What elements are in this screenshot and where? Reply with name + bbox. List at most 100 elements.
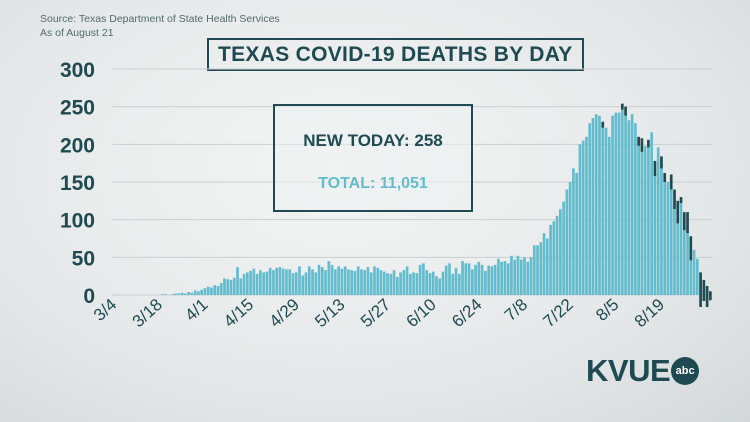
- bar: [451, 273, 455, 295]
- x-tick-label: 7/22: [540, 295, 577, 331]
- bar: [627, 120, 631, 295]
- bar: [598, 115, 601, 295]
- bar: [337, 266, 340, 295]
- bar: [275, 267, 279, 295]
- bar: [464, 263, 468, 295]
- bar: [572, 168, 575, 295]
- bar: [441, 271, 445, 295]
- bar: [650, 132, 654, 295]
- bar: [467, 263, 471, 295]
- bar: [311, 269, 314, 295]
- bar-recent-increment: [637, 136, 640, 146]
- bars: [161, 103, 712, 308]
- bar: [686, 233, 689, 295]
- bar-recent-increment: [709, 291, 712, 301]
- bar: [607, 136, 611, 295]
- x-tick-label: 8/19: [631, 295, 668, 331]
- bar: [412, 272, 415, 295]
- bar: [484, 270, 487, 295]
- x-tick-label: 5/13: [311, 295, 348, 331]
- bar: [242, 273, 246, 295]
- bar-recent-increment: [679, 197, 683, 204]
- bar: [604, 127, 608, 295]
- bar: [320, 267, 324, 295]
- bar: [578, 144, 582, 295]
- bar: [294, 272, 298, 295]
- x-tick-label: 3/18: [129, 295, 166, 331]
- bar: [291, 273, 295, 295]
- bar-recent-increment: [673, 189, 676, 210]
- bar: [170, 294, 174, 295]
- bar: [216, 285, 220, 295]
- bar: [288, 269, 292, 295]
- y-tick-label: 0: [83, 285, 95, 308]
- x-tick-label: 5/27: [357, 295, 394, 331]
- x-tick-label: 8/5: [592, 295, 622, 325]
- bar: [268, 267, 272, 295]
- bar-recent-increment: [669, 174, 673, 190]
- x-axis-ticks: 3/4 3/18 4/1 4/15 4/29 5/13 5/27 6/10 6/24 7/8 7/2…: [90, 295, 668, 331]
- bar: [350, 270, 354, 295]
- total-deaths-stat: TOTAL: 11,051: [318, 175, 428, 192]
- bar: [174, 293, 177, 295]
- bar: [249, 270, 252, 295]
- bar: [676, 223, 680, 295]
- y-tick-label: 100: [60, 210, 95, 233]
- bar: [545, 238, 549, 295]
- bar-recent-increment: [686, 212, 689, 234]
- bar: [669, 189, 673, 295]
- bar: [353, 270, 357, 295]
- bar: [640, 151, 644, 295]
- bar: [575, 172, 579, 295]
- bar: [422, 263, 425, 295]
- bar: [177, 293, 181, 295]
- x-tick-label: 4/15: [220, 295, 257, 331]
- y-axis-ticks: 0 50 100 150 200 250 300: [60, 59, 95, 308]
- bar: [620, 109, 624, 296]
- bar: [386, 273, 389, 295]
- bar: [392, 270, 396, 295]
- bar: [653, 175, 657, 295]
- bar: [510, 255, 513, 295]
- x-tick-label: 4/1: [181, 295, 211, 325]
- bar: [555, 215, 559, 295]
- x-tick-label: 7/8: [501, 295, 531, 325]
- bar: [506, 263, 510, 295]
- bar: [347, 269, 350, 295]
- bar-recent-increment: [620, 103, 624, 110]
- bar: [369, 272, 373, 295]
- bar: [542, 233, 546, 295]
- bar: [272, 270, 275, 295]
- bar-recent-increment: [676, 200, 680, 224]
- y-tick-label: 50: [72, 247, 95, 270]
- bar: [409, 273, 412, 295]
- bar: [516, 255, 520, 295]
- bar: [617, 112, 621, 296]
- bar: [692, 249, 696, 295]
- bar: [366, 267, 370, 295]
- bar: [259, 270, 262, 295]
- bar: [428, 273, 432, 295]
- bar-recent-increment: [682, 212, 686, 231]
- kvue-abc-logo: KVUE abc: [586, 353, 700, 388]
- bar: [226, 279, 230, 295]
- bar: [679, 203, 683, 295]
- bar: [161, 294, 164, 295]
- bar: [184, 293, 187, 295]
- bar: [255, 273, 259, 295]
- bar: [418, 264, 422, 295]
- bar: [190, 292, 194, 295]
- bar: [360, 269, 363, 295]
- bar: [581, 140, 585, 295]
- bar: [379, 270, 383, 295]
- bar: [314, 272, 318, 295]
- bar: [252, 268, 256, 295]
- y-tick-label: 250: [60, 97, 95, 120]
- source-line: Source: Texas Department of State Health…: [40, 13, 280, 25]
- bar: [285, 269, 288, 295]
- bar: [164, 294, 168, 295]
- bar: [376, 267, 380, 295]
- bar: [298, 266, 301, 295]
- bar: [588, 123, 592, 296]
